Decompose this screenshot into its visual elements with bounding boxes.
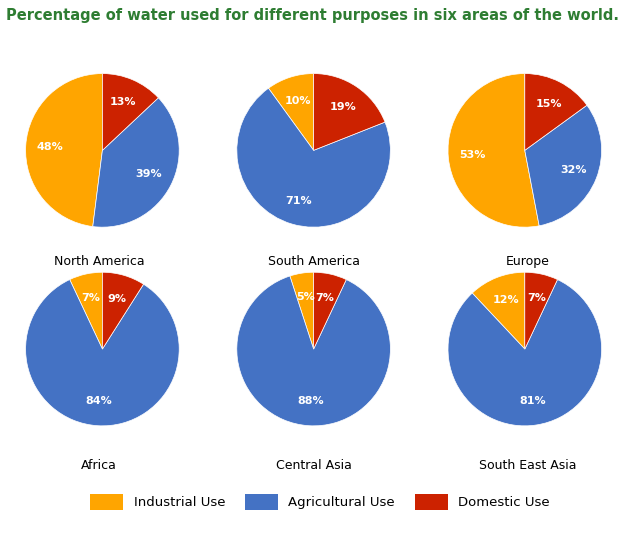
Wedge shape xyxy=(237,276,390,426)
Text: 7%: 7% xyxy=(316,293,335,303)
Text: North America: North America xyxy=(54,255,145,268)
Wedge shape xyxy=(26,280,179,426)
Wedge shape xyxy=(290,272,314,349)
Wedge shape xyxy=(102,272,143,349)
Wedge shape xyxy=(448,280,602,426)
Text: 71%: 71% xyxy=(285,195,312,206)
Wedge shape xyxy=(525,74,587,150)
Text: 19%: 19% xyxy=(330,102,356,112)
Text: 84%: 84% xyxy=(86,396,113,406)
Text: South East Asia: South East Asia xyxy=(479,459,577,472)
Text: Africa: Africa xyxy=(81,459,117,472)
Wedge shape xyxy=(102,74,158,150)
Wedge shape xyxy=(93,98,179,227)
Wedge shape xyxy=(472,272,525,349)
Text: 5%: 5% xyxy=(296,293,315,302)
Wedge shape xyxy=(525,105,602,226)
Text: 53%: 53% xyxy=(460,150,486,160)
Text: 81%: 81% xyxy=(520,396,547,405)
Legend: Industrial Use, Agricultural Use, Domestic Use: Industrial Use, Agricultural Use, Domest… xyxy=(83,488,557,517)
Wedge shape xyxy=(314,272,346,349)
Wedge shape xyxy=(268,74,314,150)
Text: 39%: 39% xyxy=(136,169,163,179)
Text: 10%: 10% xyxy=(284,96,310,106)
Text: 12%: 12% xyxy=(492,295,519,306)
Text: 32%: 32% xyxy=(560,164,587,175)
Text: 88%: 88% xyxy=(297,396,324,406)
Wedge shape xyxy=(314,74,385,150)
Text: Percentage of water used for different purposes in six areas of the world.: Percentage of water used for different p… xyxy=(6,8,620,23)
Wedge shape xyxy=(26,74,102,227)
Text: Europe: Europe xyxy=(506,255,550,268)
Text: 7%: 7% xyxy=(527,293,546,303)
Text: South America: South America xyxy=(268,255,360,268)
Text: 15%: 15% xyxy=(535,99,562,109)
Wedge shape xyxy=(70,272,102,349)
Text: 13%: 13% xyxy=(110,97,136,107)
Text: Central Asia: Central Asia xyxy=(276,459,351,472)
Wedge shape xyxy=(237,88,390,227)
Wedge shape xyxy=(448,74,539,227)
Text: 48%: 48% xyxy=(37,142,63,152)
Text: 9%: 9% xyxy=(108,294,127,304)
Text: 7%: 7% xyxy=(81,293,100,303)
Wedge shape xyxy=(525,272,557,349)
